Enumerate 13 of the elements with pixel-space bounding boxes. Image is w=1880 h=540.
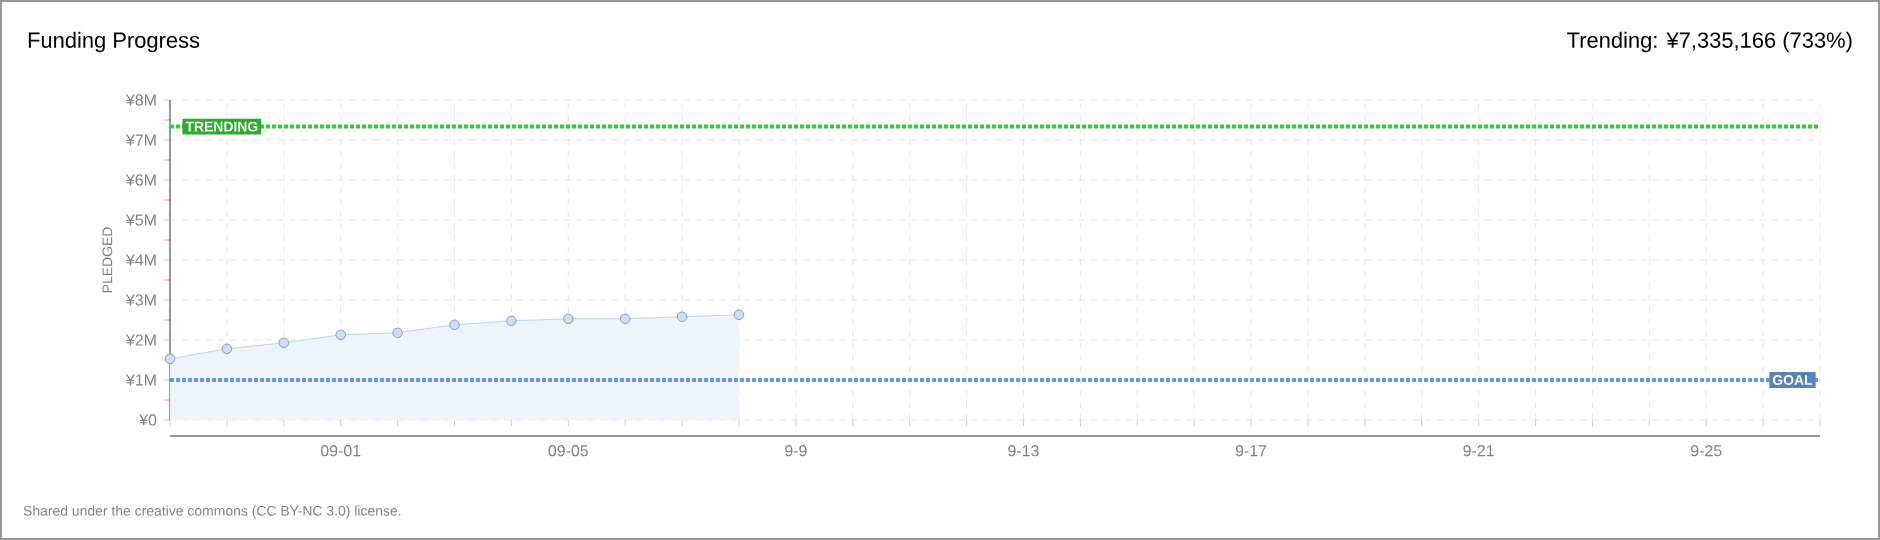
point: [620, 313, 631, 324]
point: [392, 327, 403, 338]
point: [449, 319, 460, 330]
point: [164, 353, 176, 364]
point: [335, 329, 346, 340]
point: [278, 337, 289, 348]
text: Trending: ¥7,335,166 (733%): [1567, 31, 1852, 53]
point: [221, 343, 233, 354]
chart-title: Funding Progress: [28, 31, 200, 53]
point: [563, 313, 574, 324]
point: [506, 315, 517, 326]
point: [733, 309, 745, 320]
point: [676, 311, 688, 322]
